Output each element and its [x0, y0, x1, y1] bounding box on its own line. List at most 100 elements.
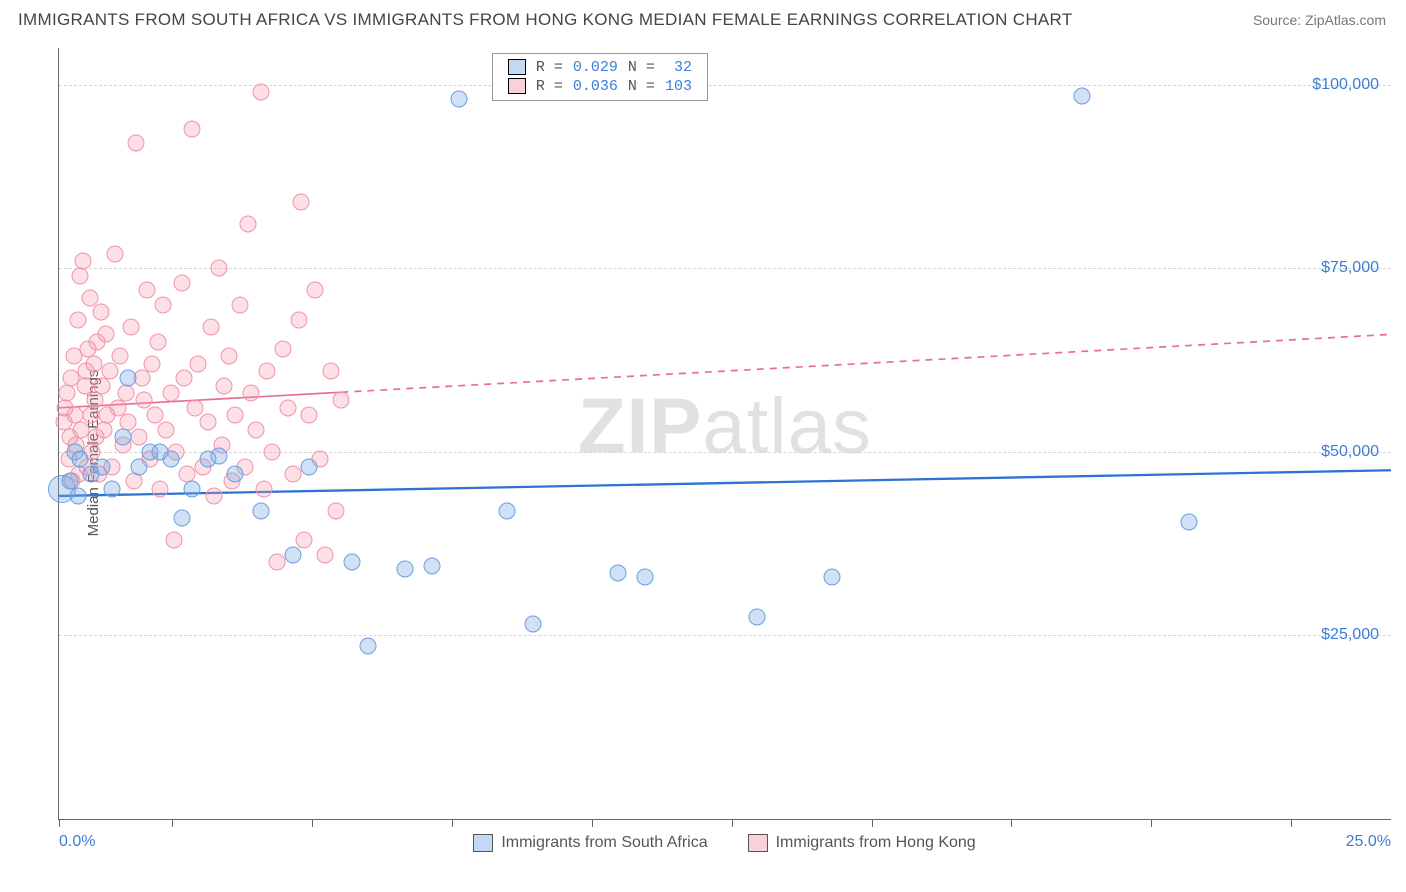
- data-point: [397, 561, 414, 578]
- data-point: [72, 267, 89, 284]
- legend-r-label: R =: [531, 77, 568, 96]
- data-point: [173, 274, 190, 291]
- data-point: [76, 377, 93, 394]
- data-point: [136, 392, 153, 409]
- data-point: [232, 296, 249, 313]
- data-point: [69, 311, 86, 328]
- data-point: [264, 443, 281, 460]
- data-point: [285, 546, 302, 563]
- data-point: [344, 553, 361, 570]
- data-point: [146, 407, 163, 424]
- data-point: [112, 348, 129, 365]
- data-point: [154, 296, 171, 313]
- data-point: [296, 531, 313, 548]
- data-point: [306, 282, 323, 299]
- data-point: [120, 370, 137, 387]
- data-point: [184, 480, 201, 497]
- data-point: [285, 465, 302, 482]
- x-tick: [1011, 819, 1012, 827]
- y-tick-label: $50,000: [1321, 443, 1379, 461]
- data-point: [205, 487, 222, 504]
- legend-swatch-icon: [508, 59, 526, 75]
- data-point: [280, 399, 297, 416]
- data-point: [184, 120, 201, 137]
- data-point: [293, 194, 310, 211]
- data-point: [109, 399, 126, 416]
- gridline-h: [59, 635, 1391, 636]
- data-point: [149, 333, 166, 350]
- data-point: [301, 458, 318, 475]
- data-point: [138, 282, 155, 299]
- data-point: [253, 84, 270, 101]
- data-point: [104, 480, 121, 497]
- data-point: [93, 458, 110, 475]
- x-tick: [872, 819, 873, 827]
- legend-series-label: Immigrants from South Africa: [501, 834, 707, 851]
- data-point: [333, 392, 350, 409]
- data-point: [423, 557, 440, 574]
- legend-n-value: 103: [660, 77, 697, 96]
- legend-swatch-icon: [748, 834, 768, 852]
- data-point: [93, 377, 110, 394]
- data-point: [317, 546, 334, 563]
- data-point: [269, 553, 286, 570]
- legend-r-value: 0.036: [568, 77, 623, 96]
- data-point: [1073, 87, 1090, 104]
- data-point: [125, 473, 142, 490]
- x-tick: [1151, 819, 1152, 827]
- data-point: [87, 392, 104, 409]
- data-point: [450, 91, 467, 108]
- data-point: [248, 421, 265, 438]
- data-point: [823, 568, 840, 585]
- data-point: [242, 385, 259, 402]
- data-point: [173, 509, 190, 526]
- data-point: [301, 407, 318, 424]
- data-point: [114, 429, 131, 446]
- data-point: [82, 407, 99, 424]
- x-tick: [732, 819, 733, 827]
- data-point: [101, 363, 118, 380]
- chart-title: IMMIGRANTS FROM SOUTH AFRICA VS IMMIGRAN…: [18, 10, 1073, 30]
- x-tick: [452, 819, 453, 827]
- legend-swatch-icon: [473, 834, 493, 852]
- data-point: [274, 341, 291, 358]
- data-point: [1180, 513, 1197, 530]
- data-point: [130, 429, 147, 446]
- data-point: [258, 363, 275, 380]
- gridline-h: [59, 452, 1391, 453]
- source-label: Source: ZipAtlas.com: [1253, 12, 1386, 28]
- legend-stats-box: R =0.029N = 32R =0.036N =103: [492, 53, 708, 101]
- data-point: [176, 370, 193, 387]
- gridline-h: [59, 268, 1391, 269]
- x-tick: [172, 819, 173, 827]
- data-point: [81, 289, 98, 306]
- legend-item: Immigrants from Hong Kong: [748, 834, 976, 852]
- data-point: [240, 216, 257, 233]
- data-point: [360, 638, 377, 655]
- x-tick: [592, 819, 593, 827]
- chart-container: Median Female Earnings ZIPatlas $25,000$…: [18, 38, 1391, 868]
- data-point: [748, 609, 765, 626]
- data-point: [162, 385, 179, 402]
- legend-series-label: Immigrants from Hong Kong: [776, 834, 976, 851]
- legend-n-label: N =: [623, 77, 660, 96]
- data-point: [610, 565, 627, 582]
- data-point: [85, 355, 102, 372]
- legend-r-label: R =: [531, 58, 568, 77]
- data-point: [328, 502, 345, 519]
- legend-swatch-icon: [508, 78, 526, 94]
- data-point: [525, 616, 542, 633]
- data-point: [256, 480, 273, 497]
- x-tick: [312, 819, 313, 827]
- legend-r-value: 0.029: [568, 58, 623, 77]
- trend-line-dashed: [341, 334, 1391, 392]
- watermark: ZIPatlas: [578, 380, 872, 471]
- data-point: [58, 385, 75, 402]
- y-tick-label: $75,000: [1321, 259, 1379, 277]
- legend-n-label: N =: [623, 58, 660, 77]
- data-point: [226, 407, 243, 424]
- data-point: [210, 260, 227, 277]
- plot-area: ZIPatlas $25,000$50,000$75,000$100,0000.…: [58, 48, 1391, 820]
- data-point: [216, 377, 233, 394]
- data-point: [152, 480, 169, 497]
